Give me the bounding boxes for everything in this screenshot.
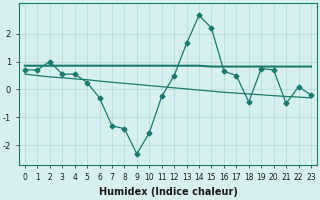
X-axis label: Humidex (Indice chaleur): Humidex (Indice chaleur): [99, 187, 237, 197]
